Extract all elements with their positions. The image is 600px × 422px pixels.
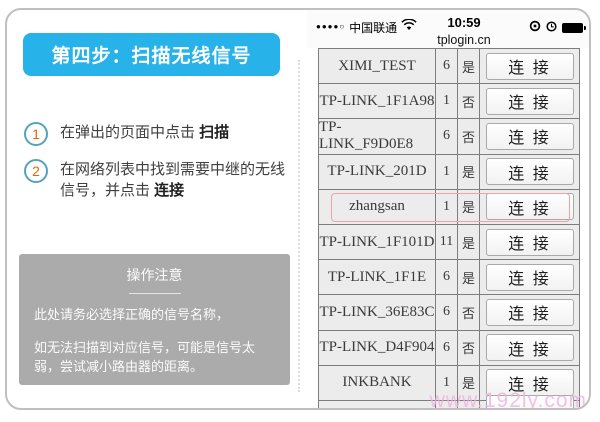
address-url: tplogin.cn bbox=[437, 33, 491, 47]
wifi-row: INKBANK 1 是 连 接 bbox=[319, 365, 579, 401]
channel-cell: 1 bbox=[436, 189, 458, 224]
connect-button[interactable] bbox=[485, 395, 574, 408]
battery-icon bbox=[562, 23, 586, 33]
secured-cell: 否 bbox=[458, 84, 480, 119]
status-center-group: 10:59 tplogin.cn bbox=[321, 15, 589, 47]
channel-cell bbox=[436, 400, 458, 408]
notice-box: 操作注意 此处请务必选择正确的信号名称， 如无法扫描到对应信号，可能是信号太弱，… bbox=[19, 254, 290, 385]
secured-cell: 是 bbox=[458, 260, 480, 295]
panel-divider bbox=[298, 60, 300, 392]
wifi-row: XIMI_TEST 6 是 连 接 bbox=[319, 49, 579, 85]
instruction-step-2: 2 在网络列表中找到需要中继的无线信号，并点击 连接 bbox=[24, 159, 286, 201]
connect-cell: 连 接 bbox=[480, 190, 579, 224]
connect-button[interactable]: 连 接 bbox=[485, 263, 574, 291]
channel-cell: 6 bbox=[436, 330, 458, 365]
signal-strength-icon: ●●●●○ bbox=[316, 22, 346, 31]
secured-cell: 是 bbox=[458, 154, 480, 189]
orientation-lock-icon bbox=[529, 19, 541, 37]
connect-cell: 连 接 bbox=[480, 295, 579, 329]
wifi-row: TP-LINK_1F101D 11 是 连 接 bbox=[319, 224, 579, 261]
step-title-banner: 第四步：扫描无线信号 bbox=[23, 33, 280, 76]
ssid-cell: TP-LINK_1F1E bbox=[319, 260, 436, 295]
ssid-cell: zhangsan bbox=[319, 189, 436, 224]
alarm-clock-icon bbox=[546, 19, 557, 37]
ssid-cell: TP-LINK_1F1A98 bbox=[319, 84, 436, 119]
secured-cell: 是 bbox=[458, 365, 480, 400]
secured-cell: 否 bbox=[458, 119, 480, 154]
channel-cell: 6 bbox=[436, 260, 458, 295]
wifi-row: TP-LINK_D4F904 6 否 连 接 bbox=[319, 330, 579, 366]
notice-divider bbox=[128, 293, 181, 294]
connect-cell: 连 接 bbox=[480, 225, 579, 259]
ssid-cell: TP-LINK_1F101D bbox=[319, 224, 436, 260]
instruction-step-1: 1 在弹出的页面中点击 扫描 bbox=[24, 122, 286, 146]
channel-cell: 6 bbox=[436, 295, 458, 330]
ssid-cell: TP-LINK_F9D0E8 bbox=[319, 119, 436, 154]
clock-time: 10:59 bbox=[447, 15, 481, 30]
secured-cell: 是 bbox=[458, 49, 480, 84]
status-right-group bbox=[529, 19, 586, 37]
connect-cell: 连 接 bbox=[480, 260, 579, 294]
tutorial-frame: 第四步：扫描无线信号 1 在弹出的页面中点击 扫描 2 在网络列表中找到需要中继… bbox=[5, 8, 591, 410]
wifi-row: TP-LINK_36E83C 6 否 连 接 bbox=[319, 295, 579, 331]
connect-button[interactable]: 连 接 bbox=[485, 298, 574, 326]
ssid-cell: TP-LINK_D4F904 bbox=[319, 330, 436, 365]
step-1-number-badge: 1 bbox=[24, 122, 48, 146]
secured-cell: 是 bbox=[458, 189, 480, 224]
connect-cell: 连 接 bbox=[480, 84, 579, 118]
channel-cell: 6 bbox=[436, 119, 458, 154]
channel-cell: 11 bbox=[436, 224, 458, 260]
connect-button[interactable]: 连 接 bbox=[485, 228, 574, 256]
wifi-icon bbox=[401, 18, 417, 36]
channel-cell: 1 bbox=[436, 154, 458, 189]
secured-cell bbox=[458, 400, 480, 408]
phone-status-bar: ●●●●○ 中国联通 10:59 tplogin.cn bbox=[307, 10, 589, 48]
connect-cell: 连 接 bbox=[480, 155, 579, 189]
connect-button[interactable]: 连 接 bbox=[485, 122, 574, 150]
connect-button[interactable]: 连 接 bbox=[485, 87, 574, 115]
secured-cell: 否 bbox=[458, 330, 480, 365]
wifi-row: TP-LINK_1F1E 6 是 连 接 bbox=[319, 260, 579, 296]
notice-title: 操作注意 bbox=[126, 267, 183, 283]
ssid-cell: TP-LINK_201D bbox=[319, 154, 436, 189]
carrier-label: 中国联通 bbox=[349, 20, 398, 35]
connect-cell: 连 接 bbox=[480, 366, 579, 400]
ssid-cell: XIMI_TEST bbox=[319, 49, 436, 84]
connect-cell: 连 接 bbox=[480, 49, 579, 83]
wifi-table: XIMI_TEST 6 是 连 接 TP-LINK_1F1A98 1 否 连 接… bbox=[318, 48, 580, 408]
connect-button[interactable]: 连 接 bbox=[485, 334, 574, 362]
connect-cell bbox=[480, 395, 579, 408]
wifi-row: TP-LINK_1F1A98 1 否 连 接 bbox=[319, 84, 579, 120]
connect-button[interactable]: 连 接 bbox=[485, 158, 574, 186]
watermark: www.192ly.com bbox=[429, 389, 587, 410]
ssid-cell: INKBANK bbox=[319, 365, 436, 400]
ssid-cell: TP-LINK_36E83C bbox=[319, 295, 436, 330]
wifi-row: TP-LINK_F9D0E8 6 否 连 接 bbox=[319, 119, 579, 155]
connect-cell: 连 接 bbox=[480, 331, 579, 365]
secured-cell: 否 bbox=[458, 295, 480, 330]
wifi-row: zhangsan 1 是 连 接 bbox=[319, 189, 579, 225]
connect-cell: 连 接 bbox=[480, 119, 579, 153]
step-title-text: 第四步：扫描无线信号 bbox=[51, 46, 252, 67]
ssid-cell bbox=[319, 400, 436, 408]
connect-button[interactable]: 连 接 bbox=[485, 193, 574, 221]
connect-button[interactable]: 连 接 bbox=[485, 52, 574, 80]
channel-cell: 6 bbox=[436, 49, 458, 84]
step-1-keyword: 扫描 bbox=[199, 124, 230, 141]
channel-cell: 1 bbox=[436, 365, 458, 400]
connect-button[interactable]: 连 接 bbox=[485, 369, 574, 397]
step-2-text: 在网络列表中找到需要中继的无线信号，并点击 连接 bbox=[60, 161, 286, 199]
status-left-group: ●●●●○ 中国联通 bbox=[316, 18, 417, 36]
step-1-text: 在弹出的页面中点击 扫描 bbox=[60, 124, 230, 141]
step-2-number-badge: 2 bbox=[24, 159, 48, 183]
wifi-row-partial bbox=[319, 395, 579, 408]
channel-cell: 1 bbox=[436, 84, 458, 119]
notice-paragraph-1: 此处请务必选择正确的信号名称， bbox=[34, 307, 230, 322]
step-2-keyword: 连接 bbox=[154, 182, 185, 199]
wifi-row: TP-LINK_201D 1 是 连 接 bbox=[319, 154, 579, 190]
secured-cell: 是 bbox=[458, 224, 480, 260]
notice-paragraph-2: 如无法扫描到对应信号，可能是信号太弱，尝试减小路由器的距离。 bbox=[34, 340, 256, 374]
